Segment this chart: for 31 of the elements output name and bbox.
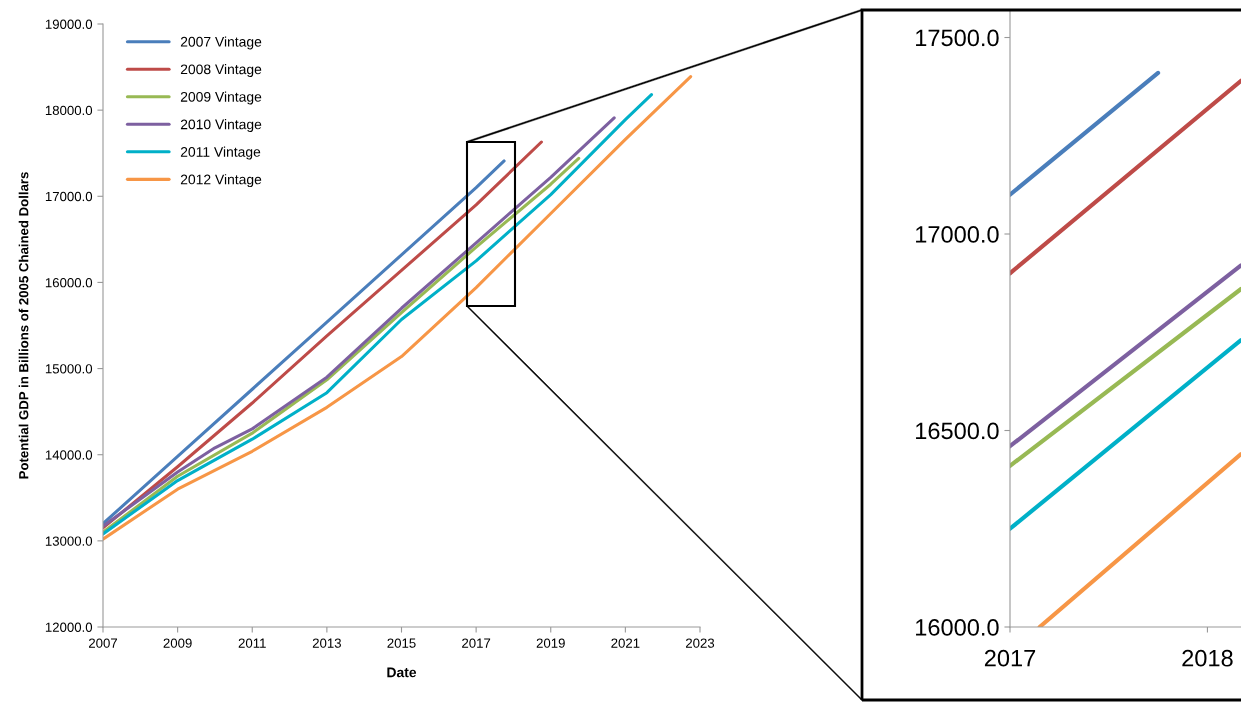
x-tick-label: 2019: [536, 638, 565, 648]
x-tick-label: 2015: [387, 638, 416, 648]
x-tick-label: 2017: [462, 638, 491, 648]
y-tick-label: 19000.0: [45, 19, 93, 29]
x-tick-label: 2007: [88, 638, 118, 648]
y-tick-label: 16000.0: [916, 619, 999, 636]
y-tick-label: 16500.0: [916, 422, 999, 440]
legend-label: 2012 Vintage: [180, 174, 262, 188]
x-tick-label: 2018: [1182, 649, 1233, 667]
x-tick-label: 2021: [611, 638, 640, 648]
x-tick-label: 2011: [238, 638, 266, 648]
legend-label: 2010 Vintage: [180, 119, 262, 133]
x-axis-title: Date: [387, 667, 417, 678]
x-tick-label: 2017: [984, 649, 1036, 667]
y-tick-label: 14000.0: [45, 450, 93, 460]
y-tick-label: 12000.0: [45, 622, 93, 632]
y-tick-label: 15000.0: [45, 364, 93, 374]
y-tick-label: 17500.0: [916, 29, 999, 47]
y-tick-label: 13000.0: [45, 536, 93, 546]
x-tick-label: 2013: [312, 638, 341, 648]
y-tick-label: 16000.0: [45, 278, 93, 288]
legend-label: 2007 Vintage: [180, 36, 262, 50]
y-tick-label: 18000.0: [45, 105, 93, 116]
legend-label: 2009 Vintage: [180, 91, 262, 105]
y-tick-label: 17000.0: [916, 226, 999, 243]
y-tick-label: 17000.0: [45, 191, 93, 202]
legend-label: 2008 Vintage: [180, 64, 262, 77]
x-tick-label: 2009: [163, 638, 192, 648]
legend-label: 2011 Vintage: [180, 146, 261, 160]
x-tick-label: 2023: [685, 638, 715, 648]
y-axis-title: Potential GDP in Billions of 2005 Chained Dollars: [18, 172, 29, 479]
